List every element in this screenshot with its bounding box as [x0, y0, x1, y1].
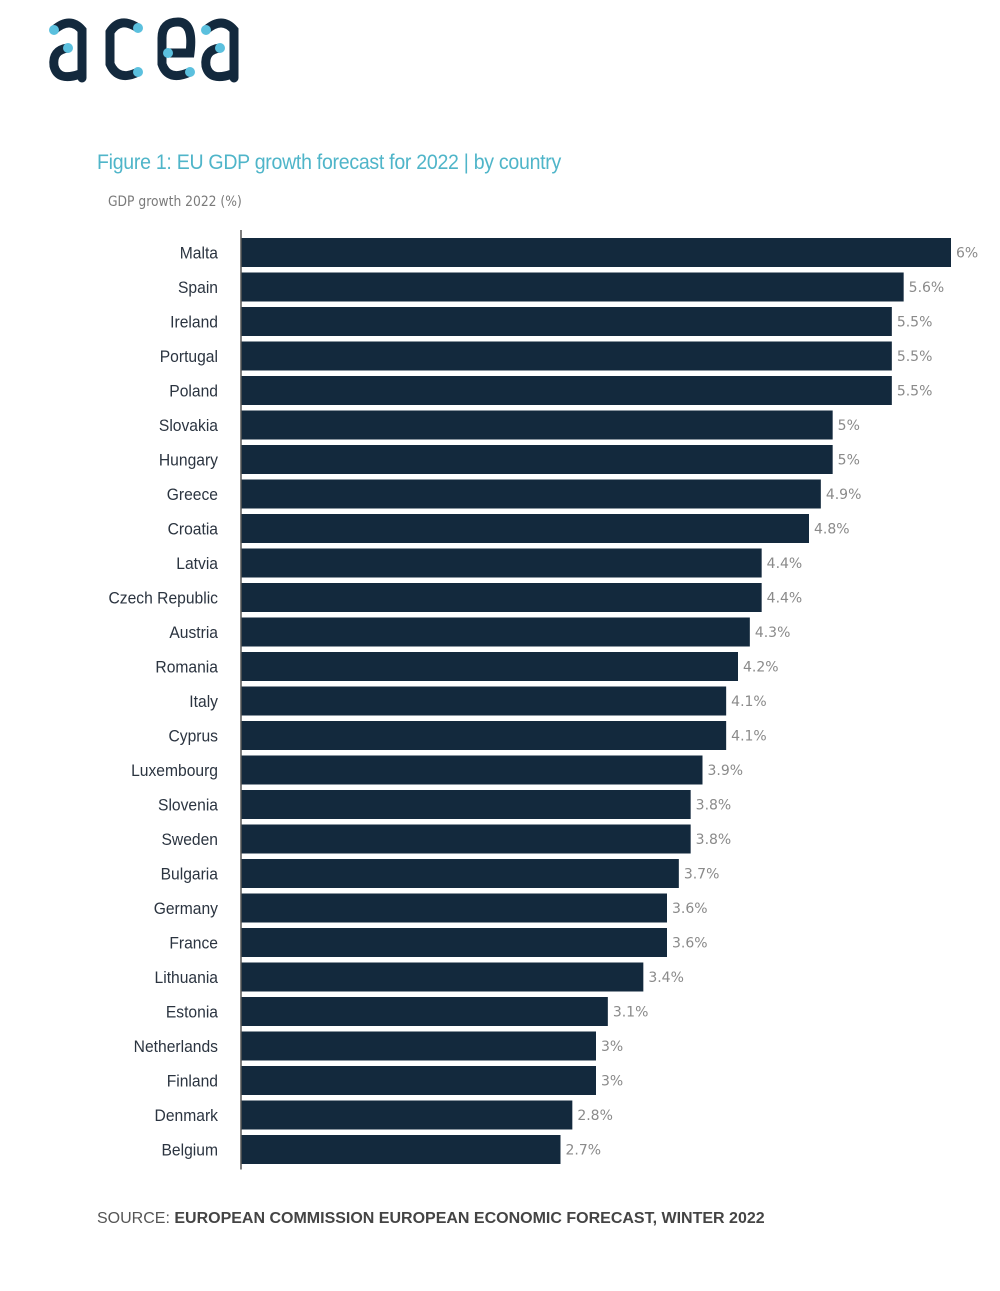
source-prefix: SOURCE:	[97, 1210, 175, 1227]
axis-title: GDP growth 2022 (%)	[108, 194, 242, 210]
bar-austria	[241, 617, 750, 647]
category-label: Bulgaria	[161, 865, 219, 884]
bar-france	[241, 928, 667, 957]
category-label: France	[169, 934, 218, 953]
data-label: 3.6%	[672, 901, 708, 917]
category-label: Sweden	[161, 830, 218, 849]
bar-cyprus	[241, 721, 727, 750]
category-label: Latvia	[176, 554, 219, 573]
data-label: 3.1%	[613, 1005, 649, 1021]
source-text: EUROPEAN COMMISSION EUROPEAN ECONOMIC FO…	[174, 1210, 765, 1227]
bar-spain	[241, 272, 904, 302]
category-label: Denmark	[155, 1106, 219, 1125]
data-label: 6%	[956, 246, 978, 262]
bar-croatia	[241, 514, 809, 543]
data-label: 3%	[601, 1039, 623, 1055]
bar-estonia	[241, 997, 608, 1026]
bar-romania	[241, 652, 738, 681]
bar-finland	[241, 1066, 596, 1095]
bar-sweden	[241, 824, 691, 854]
bar-hungary	[241, 445, 833, 474]
bar-poland	[241, 376, 892, 405]
category-label: Belgium	[162, 1141, 218, 1160]
bar-luxembourg	[241, 755, 703, 785]
category-label: Austria	[169, 623, 219, 642]
category-label: Cyprus	[168, 727, 218, 746]
data-label: 5.5%	[897, 384, 933, 400]
category-label: Poland	[169, 382, 218, 401]
bar-portugal	[241, 341, 892, 371]
data-label: 5%	[838, 418, 860, 434]
data-label: 2.8%	[577, 1108, 613, 1124]
source-note: SOURCE: EUROPEAN COMMISSION EUROPEAN ECO…	[97, 1210, 765, 1228]
category-label: Germany	[154, 899, 219, 918]
data-label: 4.4%	[767, 591, 803, 607]
category-label: Czech Republic	[109, 589, 218, 608]
category-label: Netherlands	[134, 1037, 218, 1056]
category-label: Finland	[167, 1072, 218, 1091]
bar-belgium	[241, 1135, 561, 1164]
category-label: Hungary	[159, 451, 219, 470]
bar-chart: Malta 6% Spain 5.6% Ireland 5.5% Portugal 5.5% P…	[109, 230, 978, 1170]
category-label: Spain	[178, 278, 218, 297]
category-label: Ireland	[170, 313, 218, 332]
category-label: Estonia	[166, 1003, 219, 1022]
data-label: 3%	[601, 1074, 623, 1090]
data-label: 4.3%	[755, 625, 791, 641]
bar-germany	[241, 893, 667, 923]
data-label: 5.5%	[897, 315, 933, 331]
data-label: 5%	[838, 453, 860, 469]
category-label: Slovenia	[158, 796, 219, 815]
bar-malta	[241, 238, 951, 267]
bar-ireland	[241, 307, 892, 336]
category-label: Portugal	[160, 347, 218, 366]
bar-lithuania	[241, 962, 644, 992]
category-label: Slovakia	[159, 416, 219, 435]
data-label: 3.8%	[696, 832, 732, 848]
data-label: 3.8%	[696, 798, 732, 814]
category-label: Romania	[155, 658, 218, 677]
data-label: 4.2%	[743, 660, 779, 676]
bar-slovakia	[241, 410, 833, 440]
bar-netherlands	[241, 1031, 596, 1061]
bar-greece	[241, 479, 821, 509]
category-label: Greece	[167, 485, 218, 504]
data-label: 3.6%	[672, 936, 708, 952]
data-label: 4.9%	[826, 487, 862, 503]
category-label: Luxembourg	[131, 761, 218, 780]
category-label: Italy	[189, 692, 218, 711]
bar-bulgaria	[241, 859, 679, 888]
bar-slovenia	[241, 790, 691, 819]
data-label: 2.7%	[566, 1143, 602, 1159]
category-label: Croatia	[168, 520, 219, 539]
chart-title: Figure 1: EU GDP growth forecast for 202…	[97, 151, 562, 174]
data-label: 3.7%	[684, 867, 720, 883]
data-label: 5.5%	[897, 349, 933, 365]
data-label: 5.6%	[909, 280, 945, 296]
data-label: 4.1%	[731, 729, 767, 745]
category-label: Lithuania	[155, 968, 219, 987]
bar-italy	[241, 686, 727, 716]
bar-czech-republic	[241, 583, 762, 612]
data-label: 4.4%	[767, 556, 803, 572]
acea-logo	[49, 17, 239, 83]
logo-dot	[49, 25, 59, 35]
data-label: 3.4%	[648, 970, 684, 986]
category-label: Malta	[180, 244, 219, 263]
data-label: 4.8%	[814, 522, 850, 538]
data-label: 4.1%	[731, 694, 767, 710]
bar-denmark	[241, 1100, 573, 1130]
bar-latvia	[241, 548, 762, 578]
data-label: 3.9%	[708, 763, 744, 779]
